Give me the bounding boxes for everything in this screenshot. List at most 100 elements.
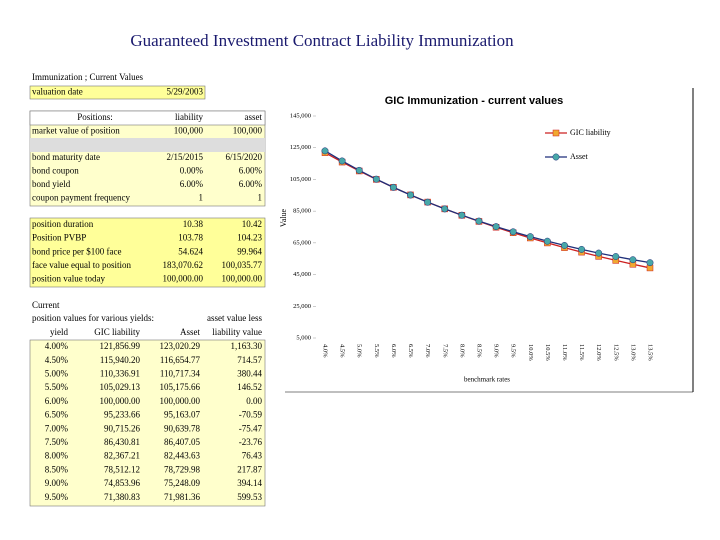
cell: 5.00% <box>45 368 69 378</box>
cell: 9.00% <box>45 478 69 488</box>
x-tick-label: 6.0% <box>390 344 397 358</box>
caption: position values for various yields: <box>32 313 154 323</box>
cell: 95,163.07 <box>164 410 201 420</box>
marker <box>475 217 483 225</box>
x-tick-label: 7.5% <box>441 344 448 358</box>
cell: 100,000.00 <box>163 273 204 283</box>
marker <box>372 175 380 183</box>
slide-title: Guaranteed Investment Contract Liability… <box>130 31 514 50</box>
marker <box>595 249 603 257</box>
cell: 121,856.99 <box>100 341 141 351</box>
column-header: Asset <box>180 327 200 337</box>
sheet-header: Immunization ; Current Values <box>32 72 144 82</box>
cell: 1,163.30 <box>231 341 263 351</box>
cell: bond price per $100 face <box>32 246 121 256</box>
x-tick-label: 4.5% <box>339 344 346 358</box>
marker <box>407 191 414 199</box>
chart-title: GIC Immunization - current values <box>385 95 563 107</box>
cell: 105,029.13 <box>100 382 141 392</box>
cell: 8.50% <box>45 464 69 474</box>
cell: 217.87 <box>237 464 262 474</box>
marker <box>338 157 346 165</box>
x-tick-label: 7.0% <box>424 344 431 358</box>
blank-rows <box>30 138 265 152</box>
cell: -75.47 <box>239 423 263 433</box>
x-tick-label: 11.0% <box>561 344 568 361</box>
cell: 6.00% <box>239 179 263 189</box>
cell: 75,248.09 <box>164 478 201 488</box>
valuation-box <box>29 85 206 100</box>
cell: 7.00% <box>45 423 69 433</box>
legend-label: Asset <box>570 152 589 161</box>
cell: 123,020.29 <box>160 341 201 351</box>
results-box <box>29 217 266 288</box>
cell: 100,000.00 <box>222 273 263 283</box>
cell: 5/29/2003 <box>166 87 203 97</box>
x-tick-label: 5.0% <box>356 344 363 358</box>
x-tick-label: 13.5% <box>647 344 654 361</box>
marker <box>612 253 620 260</box>
y-tick-label: 145,000 <box>290 112 311 119</box>
column-header: GIC liability <box>94 327 140 337</box>
x-tick-label: 10.0% <box>527 344 534 361</box>
cell: bond coupon <box>32 166 79 176</box>
x-tick-label: 13.0% <box>629 344 636 361</box>
cell: 2/15/2015 <box>166 152 203 162</box>
column-header: liability <box>175 112 203 122</box>
marker <box>561 241 568 249</box>
cell: 0.00% <box>180 166 204 176</box>
marker <box>458 211 466 219</box>
marker <box>321 147 329 155</box>
caption: asset value less <box>207 313 262 323</box>
cell: valuation date <box>32 87 83 97</box>
cell: 100,000 <box>233 126 263 136</box>
y-axis-title: Value <box>279 208 288 227</box>
cell: 5.50% <box>45 382 69 392</box>
cell: 82,367.21 <box>104 451 140 461</box>
positions-box <box>29 110 266 207</box>
current-box <box>29 339 266 507</box>
cell: position value today <box>32 273 105 283</box>
cell: 100,000.00 <box>100 396 141 406</box>
x-tick-label: 11.5% <box>578 344 585 361</box>
cell: 116,654.77 <box>160 355 201 365</box>
cell: 103.78 <box>178 233 203 243</box>
y-tick-label: 105,000 <box>290 176 311 183</box>
y-tick-label: 125,000 <box>290 144 311 151</box>
y-tick-label: 25,000 <box>293 303 311 310</box>
cell: 6.00% <box>45 396 69 406</box>
cell: 78,729.98 <box>164 464 201 474</box>
cell: 86,430.81 <box>104 437 140 447</box>
positions-header-box <box>29 110 266 126</box>
cell: market value of position <box>32 126 120 136</box>
cell: coupon payment frequency <box>32 193 130 203</box>
cell: 90,639.78 <box>164 423 201 433</box>
legend-marker <box>552 153 560 161</box>
column-header: asset <box>245 112 263 122</box>
cell: 90,715.26 <box>104 423 141 433</box>
cell: 6.00% <box>239 166 263 176</box>
x-tick-label: 10.5% <box>544 344 551 361</box>
cell: -23.76 <box>239 437 263 447</box>
cell: Position PVBP <box>32 233 86 243</box>
cell: 71,981.36 <box>164 492 201 502</box>
x-tick-label: 6.5% <box>407 344 414 358</box>
section-label: Current <box>32 300 60 310</box>
cell: face value equal to position <box>32 260 131 270</box>
cell: 8.00% <box>45 451 69 461</box>
cell: 110,717.34 <box>160 368 201 378</box>
x-tick-label: 12.5% <box>612 344 619 361</box>
x-tick-label: 5.5% <box>373 344 380 358</box>
legend-label: GIC liability <box>570 128 611 137</box>
marker <box>355 166 363 174</box>
column-header: liability value <box>212 327 262 337</box>
cell: 100,035.77 <box>222 260 263 270</box>
cell: bond maturity date <box>32 152 100 162</box>
cell: 74,853.96 <box>104 478 141 488</box>
cell: 54.624 <box>178 246 203 256</box>
cell: 4.00% <box>45 341 69 351</box>
cell: position duration <box>32 219 94 229</box>
y-tick-label: 85,000 <box>293 208 311 215</box>
cell: 714.57 <box>237 355 262 365</box>
